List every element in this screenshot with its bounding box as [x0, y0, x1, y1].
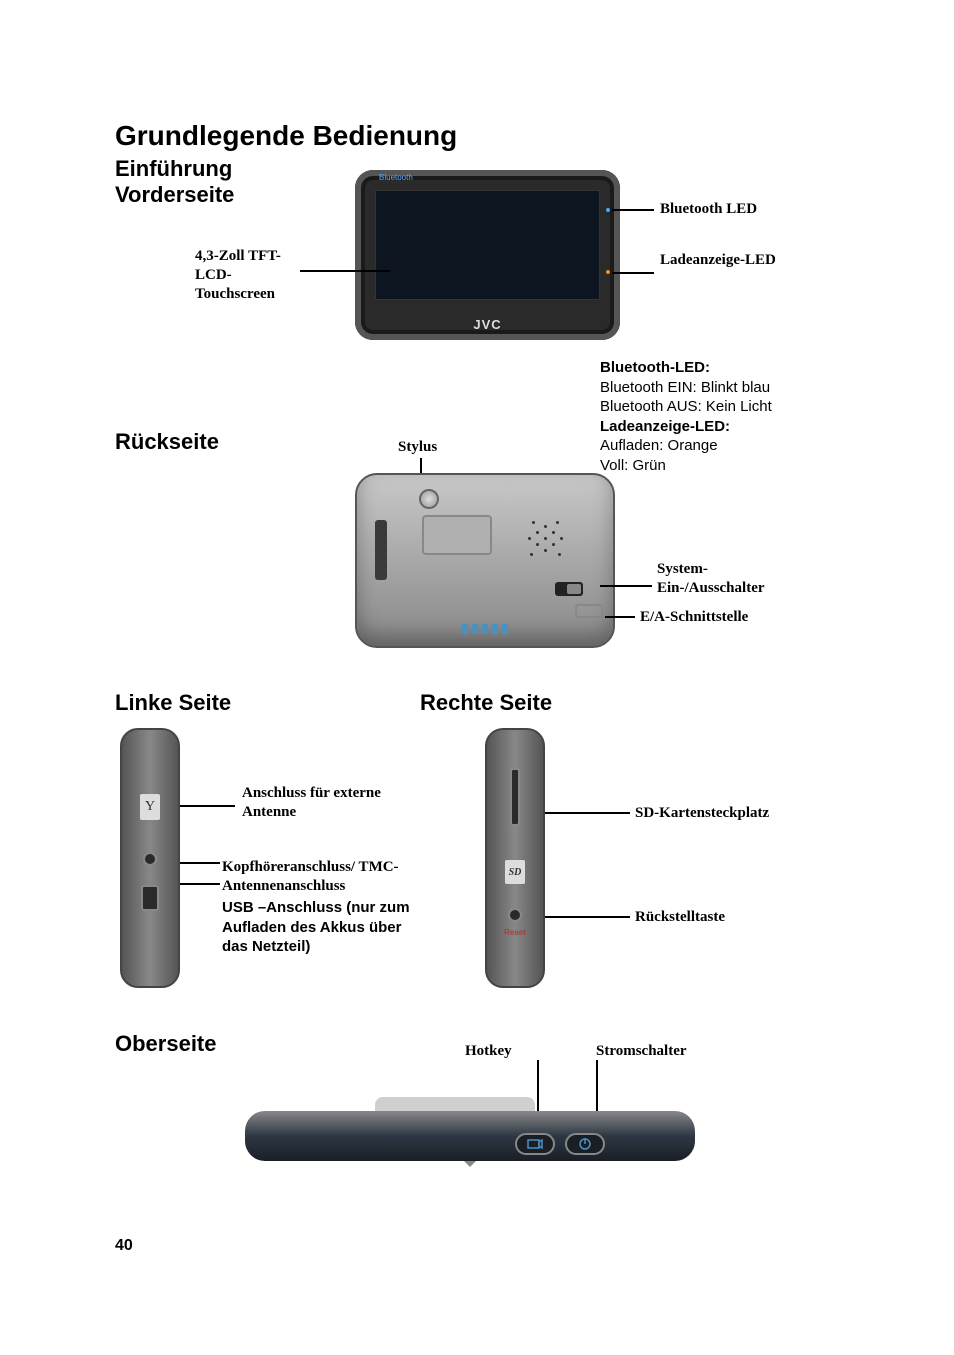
- callout-sd-slot: SD-Kartensteckplatz: [635, 804, 769, 823]
- callout-power-switch: System-Ein-/Ausschalter: [657, 560, 787, 598]
- sd-icon: SD: [505, 860, 525, 884]
- callout-chg-led: Ladeanzeige-LED: [660, 251, 780, 270]
- top-body: [245, 1111, 695, 1161]
- bluetooth-led: [606, 208, 610, 212]
- device-front-view: JVC Bluetooth: [355, 170, 620, 340]
- vent-slots: [462, 624, 508, 634]
- device-back-view: [355, 473, 615, 648]
- back-inset: [422, 515, 492, 555]
- usb-port: [141, 885, 159, 911]
- legend-chg-charging: Aufladen: Orange: [600, 436, 860, 456]
- legend-bt-on: Bluetooth EIN: Blinkt blau: [600, 378, 860, 398]
- power-icon: [578, 1137, 592, 1151]
- hotkey-icon: [527, 1138, 543, 1150]
- leader-line: [605, 616, 635, 618]
- callout-tft: 4,3-Zoll TFT-LCD-Touchscreen: [195, 247, 305, 303]
- chevron-down-icon: [464, 1161, 476, 1167]
- leader-line: [180, 862, 220, 864]
- antenna-port-icon: Y: [140, 794, 160, 820]
- reset-label: Reset: [504, 928, 526, 937]
- reset-button: [508, 908, 522, 922]
- leader-line: [612, 209, 654, 211]
- legend-bt-title: Bluetooth-LED:: [600, 358, 860, 378]
- device-right-side-view: SD Reset: [485, 728, 545, 988]
- power-button: [565, 1133, 605, 1155]
- callout-ea-interface: E/A-Schnittstelle: [640, 608, 770, 627]
- callout-reset: Rückstelltaste: [635, 908, 725, 927]
- callout-headphone: Kopfhöreranschluss/ TMC-Antennenanschlus…: [222, 858, 432, 896]
- sub-heading-left-side: Linke Seite: [115, 690, 231, 716]
- screen: [375, 190, 600, 300]
- brand-logo: JVC: [355, 317, 620, 332]
- callout-bt-led: Bluetooth LED: [660, 200, 757, 219]
- stylus-hole: [419, 489, 439, 509]
- leader-line: [545, 812, 630, 814]
- speaker-grille: [518, 517, 573, 562]
- leader-line: [180, 805, 235, 807]
- hotkey-button: [515, 1133, 555, 1155]
- callout-stylus: Stylus: [398, 438, 437, 457]
- power-switch: [555, 582, 583, 596]
- callout-hotkey: Hotkey: [465, 1042, 512, 1061]
- legend-chg-full: Voll: Grün: [600, 456, 860, 476]
- charge-led: [606, 270, 610, 274]
- sub-heading-top: Oberseite: [115, 1031, 217, 1057]
- callout-ext-antenna: Anschluss für externe Antenne: [242, 784, 432, 822]
- back-ridge: [375, 520, 387, 580]
- leader-line: [300, 270, 390, 272]
- callout-power: Stromschalter: [596, 1042, 687, 1061]
- leader-line: [600, 585, 652, 587]
- headphone-port: [143, 852, 157, 866]
- legend-bt-off: Bluetooth AUS: Kein Licht: [600, 397, 860, 417]
- led-legend: Bluetooth-LED: Bluetooth EIN: Blinkt bla…: [600, 358, 860, 475]
- page-title: Grundlegende Bedienung: [115, 120, 845, 152]
- ea-port: [575, 604, 603, 618]
- callout-usb: USB –Anschluss (nur zum Aufladen des Akk…: [222, 898, 412, 957]
- leader-line: [612, 272, 654, 274]
- bluetooth-tag: Bluetooth: [379, 173, 413, 182]
- legend-chg-title: Ladeanzeige-LED:: [600, 417, 860, 437]
- device-top-view: [245, 1085, 695, 1167]
- leader-line: [545, 916, 630, 918]
- leader-line: [180, 883, 220, 885]
- device-left-side-view: Y: [120, 728, 180, 988]
- sub-heading-right-side: Rechte Seite: [420, 690, 552, 716]
- sub-heading-back: Rückseite: [115, 429, 219, 455]
- page-number: 40: [115, 1237, 133, 1255]
- sd-slot: [510, 768, 520, 826]
